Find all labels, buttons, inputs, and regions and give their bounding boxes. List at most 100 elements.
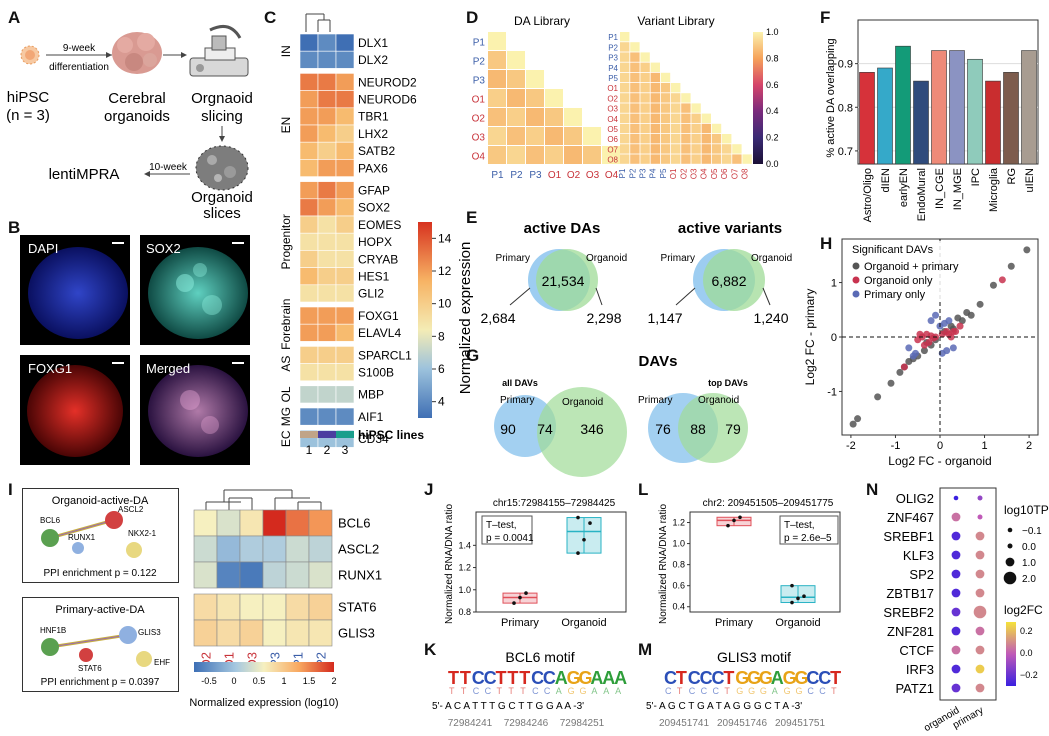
motif-letter-sub: C bbox=[473, 686, 480, 696]
c-cell bbox=[335, 107, 355, 126]
motif-letter-sub: T bbox=[831, 686, 837, 696]
n-color-title: log2FC bbox=[1004, 603, 1043, 617]
c-colorbar-tick: 6 bbox=[438, 362, 445, 376]
panel-label-n: N bbox=[866, 480, 879, 499]
c-cell bbox=[317, 33, 337, 52]
d-cell bbox=[620, 144, 630, 154]
c-cell bbox=[299, 267, 319, 286]
d-cell bbox=[660, 123, 671, 134]
d-row-label: P3 bbox=[608, 54, 618, 63]
h-legend-title: Significant DAVs bbox=[852, 244, 934, 256]
n-dot bbox=[975, 626, 985, 636]
d-cell bbox=[691, 154, 701, 164]
motif-letter-sub: A bbox=[772, 686, 778, 696]
f-xlabel: Astro/Oligo bbox=[862, 168, 874, 222]
f-ylabel: % active DA overlapping bbox=[825, 38, 837, 157]
c-cell bbox=[317, 90, 337, 109]
c-cell bbox=[335, 267, 355, 286]
c-cell bbox=[317, 107, 337, 126]
d-row-label: O1 bbox=[472, 94, 486, 105]
k-coord-1: 72984241 bbox=[448, 718, 493, 729]
c-cell bbox=[317, 124, 337, 143]
d-cell bbox=[640, 123, 650, 134]
motif-letter: C bbox=[711, 668, 724, 688]
d-cell bbox=[545, 108, 563, 126]
motif-letter-sub: G bbox=[748, 686, 755, 696]
d-cell bbox=[650, 83, 660, 93]
d-col-label: O4 bbox=[605, 170, 619, 181]
c-group-label: EN bbox=[279, 117, 293, 134]
c-gene-label: ELAVL4 bbox=[358, 326, 401, 340]
panel-label-b: B bbox=[8, 218, 21, 237]
n-dot bbox=[977, 495, 983, 501]
active-das-title: active DAs bbox=[524, 220, 601, 237]
d-cell bbox=[701, 144, 711, 154]
d-col-label: O4 bbox=[700, 168, 709, 179]
n-gene-label: KLF3 bbox=[903, 548, 934, 563]
i-colorbar bbox=[194, 662, 334, 672]
c-gene-label: TBR1 bbox=[358, 110, 389, 124]
node-ascl2 bbox=[105, 511, 123, 529]
motif-letter: T bbox=[519, 668, 530, 688]
d-cell bbox=[650, 62, 660, 72]
i-cell bbox=[193, 619, 218, 647]
n-dot bbox=[975, 550, 985, 560]
motif-letter: A bbox=[602, 668, 615, 688]
motif-letter-sub: A bbox=[603, 686, 609, 696]
hipsc-lines-bar bbox=[300, 431, 354, 438]
c-cell bbox=[317, 267, 337, 286]
c-group-label: Progenitor bbox=[279, 214, 293, 269]
d-cell bbox=[488, 89, 506, 107]
panel-m-motif: GLIS3 motif CCTTCCCCCCTTGGGGGGAAGGGGCCCC… bbox=[646, 649, 841, 729]
i-colorbar-tick: 2 bbox=[331, 676, 336, 686]
d-row-label: O2 bbox=[607, 94, 618, 103]
c-gene-label: LHX2 bbox=[358, 127, 388, 141]
l-ttest: T–test, bbox=[784, 520, 815, 531]
d-row-label: O6 bbox=[607, 135, 618, 144]
top-davs-subtitle: top DAVs bbox=[708, 378, 748, 388]
d-row-label: O5 bbox=[607, 125, 618, 134]
i-cell bbox=[193, 509, 218, 537]
d-cell bbox=[701, 134, 711, 144]
c-cell bbox=[299, 346, 319, 364]
d-col-label: P3 bbox=[639, 168, 648, 178]
motif-letter-sub: T bbox=[449, 686, 455, 696]
c-cell bbox=[317, 232, 337, 251]
i-cell bbox=[262, 593, 287, 621]
box-point bbox=[796, 596, 800, 601]
motif-letter: A bbox=[555, 668, 568, 688]
d-row-label: O2 bbox=[472, 113, 486, 124]
motif-letter: C bbox=[664, 668, 677, 688]
d-col-label: P4 bbox=[649, 168, 658, 178]
organoid-slice-icon bbox=[195, 145, 249, 191]
n-dot bbox=[975, 664, 985, 674]
i-cell bbox=[216, 561, 241, 589]
d-cell bbox=[640, 62, 650, 72]
c-cell bbox=[335, 90, 355, 109]
n-gene-label: SREBF2 bbox=[883, 605, 934, 620]
d-cell bbox=[620, 52, 630, 62]
m-sequence: 5'- A G C T G A T A G G G C T A -3' bbox=[646, 701, 802, 712]
n-gene-label: CTCF bbox=[899, 643, 934, 658]
i-cell bbox=[193, 561, 218, 589]
motif-letter: C bbox=[531, 668, 544, 688]
variants-primary-label: Primary bbox=[661, 253, 695, 264]
c-cell bbox=[299, 250, 319, 268]
n-dot bbox=[951, 607, 961, 617]
h-ytick: -1 bbox=[827, 386, 837, 398]
motif-letter-sub: C bbox=[532, 686, 539, 696]
slicing-label-2: slicing bbox=[201, 108, 243, 125]
hipsc-label: hiPSC bbox=[7, 89, 50, 106]
motif-letter-sub: G bbox=[784, 686, 791, 696]
d-cell bbox=[507, 127, 525, 145]
f-xlabel: RG bbox=[1006, 168, 1018, 185]
h-xtick: -1 bbox=[891, 440, 901, 452]
motif-letter-sub: C bbox=[712, 686, 719, 696]
h-point bbox=[927, 317, 935, 325]
c-cell bbox=[317, 323, 337, 342]
d-cell bbox=[488, 51, 506, 69]
c-cell bbox=[317, 198, 337, 217]
d-row-label: P2 bbox=[608, 43, 618, 52]
panel-a-workflow: 9-week differentiation hiPSC (n = 3) Cer… bbox=[6, 24, 253, 222]
n-size-tick: −0.1 bbox=[1022, 526, 1042, 537]
